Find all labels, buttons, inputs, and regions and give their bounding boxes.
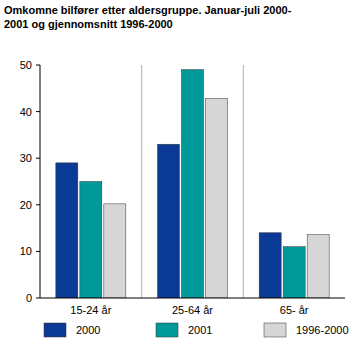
y-tick-label: 20: [20, 199, 32, 211]
y-axis: [40, 65, 41, 298]
bar: [80, 182, 102, 299]
plot: 0 10 20 30 40 50 15-24 år 25-64 år 65- år 2000 200…: [0, 0, 355, 361]
legend-swatch: [264, 323, 286, 337]
legend-label: 1996-2000: [296, 324, 349, 336]
bar: [56, 163, 78, 298]
legend-swatch: [44, 323, 66, 337]
y-tick-label: 40: [20, 106, 32, 118]
y-tick: [36, 158, 40, 159]
bar: [283, 247, 305, 298]
bar: [104, 204, 126, 298]
chart: Omkomne bilfører etter aldersgruppe. Jan…: [0, 0, 355, 361]
x-tick-label: 15-24 år: [70, 304, 111, 316]
y-tick: [36, 298, 40, 299]
y-tick: [36, 251, 40, 252]
y-tick: [36, 204, 40, 205]
legend-label: 2000: [76, 324, 100, 336]
y-tick-label: 10: [20, 245, 32, 257]
bar: [307, 235, 329, 298]
title: Omkomne bilfører etter aldersgruppe. Jan…: [4, 3, 304, 31]
x-axis: [40, 298, 345, 299]
y-tick-label: 0: [26, 292, 32, 304]
separator: [141, 65, 142, 298]
y-tick: [36, 65, 40, 66]
y-tick-label: 30: [20, 152, 32, 164]
separator: [243, 65, 244, 298]
legend-swatch: [156, 323, 178, 337]
y-tick: [36, 111, 40, 112]
bar: [158, 144, 180, 298]
bar: [182, 70, 204, 298]
bars: [56, 70, 329, 298]
legend-label: 2001: [188, 324, 212, 336]
x-tick-label: 65- år: [280, 304, 309, 316]
y-tick-label: 50: [20, 59, 32, 71]
x-tick-label: 25-64 år: [172, 304, 213, 316]
bar: [259, 233, 281, 298]
bar: [206, 99, 228, 298]
